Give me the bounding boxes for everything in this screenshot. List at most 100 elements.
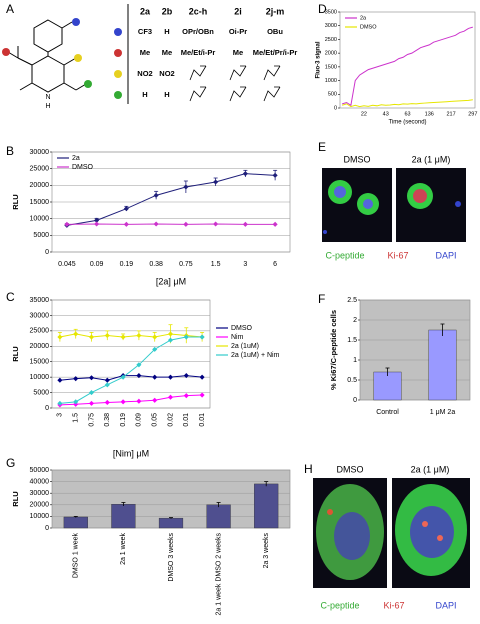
point [152,374,158,380]
y-tick-label: 10000 [30,513,50,520]
y-tick-label: 2000 [325,51,337,57]
point [104,332,110,339]
series-line [342,99,473,108]
point [57,377,63,383]
table-cell: H [164,90,169,99]
legend-label: DMSO [360,24,377,30]
x-tick-label: 0.01 [183,413,190,427]
x-tick-label: 3 [243,261,247,268]
point [167,331,174,337]
point [242,171,248,177]
table-cell: OPr/OBn [182,27,214,36]
point [183,373,189,379]
substituent-dot [72,18,80,26]
x-tick-label: 1.5 [73,413,80,423]
point [123,221,129,227]
x-axis-title: [2a] μM [156,276,186,286]
bar [254,483,279,529]
y-tick-label: 25000 [30,166,50,173]
table-header: 2j-m [266,6,285,16]
series-line [342,26,473,107]
y-tick-label: 10000 [30,216,50,223]
stain-label: Ki-67 [383,600,404,610]
x-tick-label: 0.38 [149,261,163,268]
point [88,390,95,396]
image-title: 2a (1 μM) [411,464,450,474]
stain-label: Ki-67 [387,250,408,260]
y-tick-label: 25000 [30,328,50,335]
y-tick-label: 0 [334,105,337,111]
y-tick-label: 20000 [30,182,50,189]
y-axis-title: % Ki67/C-peptide cells [329,310,338,390]
y-tick-label: 20000 [30,502,50,509]
point [213,221,219,227]
micrograph [396,168,466,242]
series-line [66,173,276,226]
y-tick-label: 35000 [30,297,50,304]
x-tick-label: 63 [404,111,410,117]
atom-label: H [45,103,50,110]
y-tick-label: 1.5 [347,337,357,344]
y-tick-label: 40000 [30,478,50,485]
panel-label: E [318,140,326,154]
point [152,334,158,340]
table-cell: NO2 [137,69,152,78]
y-tick-label: 2.5 [347,297,357,304]
y-tick-label: 5000 [33,232,49,239]
y-tick-label: 50000 [30,467,50,474]
x-tick-label: 0.19 [120,413,127,427]
point [167,374,174,380]
y-tick-label: 3000 [325,23,337,29]
x-tick-label: 217 [446,111,455,117]
y-tick-label: 500 [328,92,337,98]
y-tick-label: 1000 [325,78,337,84]
table-cell: Me/Et/Pr/i-Pr [253,48,298,57]
x-tick-label: 0.09 [136,413,143,427]
legend-label: 2a [72,155,80,162]
y-tick-label: 1500 [325,64,337,70]
x-tick-label: 0.19 [120,261,134,268]
point [88,375,95,381]
point [136,373,142,379]
plot-area [51,299,211,409]
point [213,179,219,185]
bar [158,517,184,529]
panel-label: F [318,292,325,306]
point [199,392,205,398]
point [242,221,248,227]
point [152,397,158,403]
stain-label: C-peptide [320,600,359,610]
image-title: DMSO [344,154,371,164]
substituent-dot [74,54,82,62]
table-header: 2c-h [189,6,208,16]
table-header: 2i [234,6,242,16]
bar [428,329,457,401]
y-tick-label: 30000 [30,312,50,319]
y-tick-label: 15000 [30,199,50,206]
x-tick-label: 0.75 [179,261,193,268]
y-tick-label: 1 [353,357,357,364]
nucleus [363,199,373,209]
y-tick-label: 0 [45,405,49,412]
point [104,377,110,383]
point [153,221,159,227]
table-cell: Me [162,48,172,57]
point [73,376,79,382]
point [94,221,100,227]
y-tick-label: 30000 [30,149,50,156]
x-tick-label: 0.01 [199,413,206,427]
x-tick-label: 2a 1 week DMSO 2 weeks [215,533,222,616]
panel-label: D [318,2,327,16]
x-tick-label: 6 [273,261,277,268]
x-axis-title: [Nim] μM [113,448,149,458]
x-tick-label: 0.09 [90,261,104,268]
stain-label: DAPI [435,600,456,610]
molecule [7,19,87,93]
point [136,332,142,339]
legend-label: 2a [360,15,367,21]
table-cell: H [142,90,147,99]
row-dot [114,91,122,99]
nucleus [455,201,461,207]
point [183,334,189,340]
